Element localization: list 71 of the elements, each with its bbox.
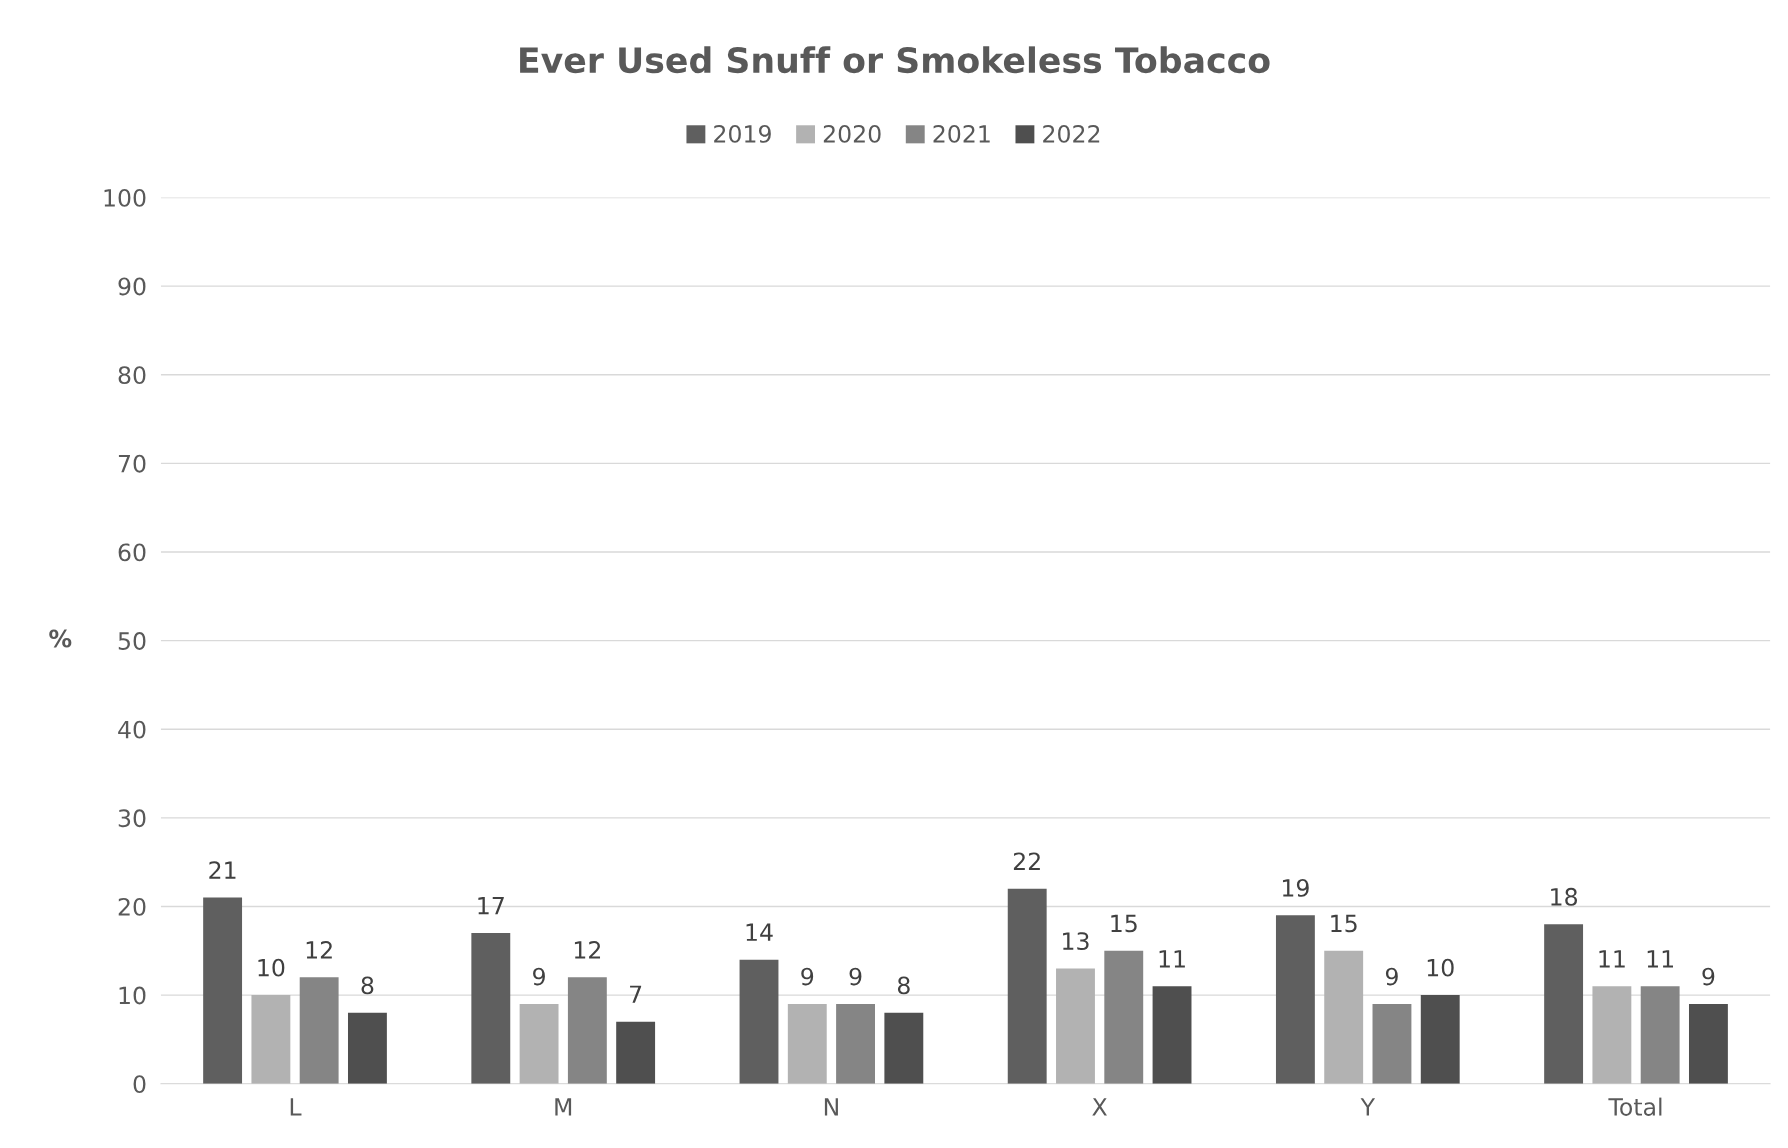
data-label: 8 — [361, 976, 374, 995]
bar — [299, 977, 339, 1084]
data-label: 11 — [1159, 950, 1185, 968]
bar — [836, 1003, 875, 1084]
data-label: 11 — [1599, 950, 1625, 968]
bar — [471, 933, 511, 1084]
x-tick-label: M — [555, 1098, 572, 1116]
data-label: 8 — [897, 976, 910, 995]
y-tick-label: 10 — [119, 986, 146, 1005]
x-tick-label: X — [1092, 1098, 1107, 1116]
bar — [1640, 986, 1680, 1084]
x-tick-label: Total — [1608, 1097, 1662, 1116]
data-label: 9 — [533, 967, 545, 986]
x-tick-label: Y — [1360, 1098, 1376, 1116]
bar — [1544, 924, 1584, 1084]
data-label: 9 — [1385, 967, 1398, 986]
data-label: 14 — [746, 923, 773, 941]
legend-label: 2021 — [933, 124, 990, 143]
bar — [787, 1003, 827, 1084]
data-label: 10 — [258, 958, 285, 977]
bar — [1104, 950, 1144, 1084]
data-label: 9 — [1702, 967, 1715, 986]
y-tick-label: 30 — [118, 809, 146, 828]
bar — [1007, 888, 1047, 1084]
y-tick-label: 90 — [118, 277, 146, 296]
chart-title: Ever Used Snuff or Smokeless Tobacco — [520, 46, 1270, 74]
data-label: 7 — [630, 985, 642, 1003]
data-label: 18 — [1551, 887, 1578, 906]
data-label: 12 — [306, 941, 332, 959]
bar — [616, 1021, 656, 1084]
y-tick-label: 100 — [104, 188, 146, 207]
legend-label: 2019 — [714, 124, 771, 143]
x-tick-label: L — [290, 1098, 302, 1116]
data-label: 9 — [849, 967, 862, 986]
data-label: 17 — [478, 897, 504, 915]
bar — [1420, 995, 1460, 1084]
data-label: 22 — [1013, 852, 1040, 870]
y-tick-label: 60 — [118, 543, 146, 562]
bar — [1372, 1003, 1412, 1084]
legend-label: 2020 — [823, 124, 881, 143]
bar — [739, 959, 779, 1084]
y-tick-label: 20 — [118, 897, 146, 916]
bar — [884, 1012, 924, 1084]
y-tick-label: 0 — [133, 1075, 146, 1094]
data-label: 11 — [1647, 950, 1673, 968]
data-label: 9 — [801, 967, 814, 986]
y-tick-label: 50 — [118, 632, 146, 650]
data-label: 10 — [1427, 958, 1454, 977]
bar — [251, 995, 291, 1084]
bar — [347, 1012, 387, 1084]
bar — [567, 977, 607, 1084]
bar — [1152, 986, 1192, 1084]
data-label: 15 — [1111, 914, 1137, 933]
data-label: 21 — [209, 861, 236, 879]
bar — [1275, 915, 1315, 1084]
bar — [1592, 986, 1632, 1084]
bar — [1056, 968, 1095, 1084]
data-label: 13 — [1063, 932, 1089, 951]
bar — [203, 897, 243, 1084]
y-tick-label: 80 — [118, 366, 146, 385]
y-tick-label: 40 — [118, 720, 146, 739]
data-label: 15 — [1331, 914, 1357, 933]
bar — [519, 1003, 559, 1084]
bar — [1324, 950, 1364, 1084]
data-label: 19 — [1282, 879, 1309, 897]
bar — [1688, 1003, 1728, 1084]
y-axis-title: % — [49, 629, 72, 648]
y-tick-label: 70 — [118, 454, 146, 473]
data-label: 12 — [574, 941, 601, 959]
x-tick-label: N — [824, 1098, 838, 1116]
legend-label: 2022 — [1043, 124, 1100, 143]
